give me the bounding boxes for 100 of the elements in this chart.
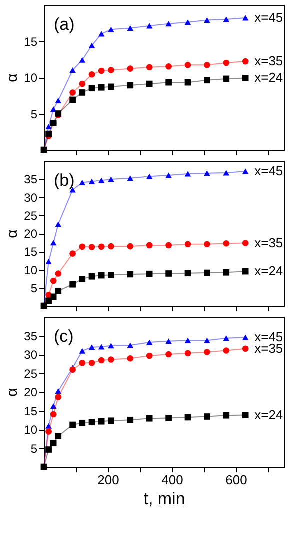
- point: [204, 338, 210, 344]
- point: [223, 60, 230, 66]
- x-axis-title: t, min: [144, 490, 186, 508]
- point: [108, 356, 114, 363]
- point: [184, 414, 192, 421]
- point: [242, 75, 249, 82]
- point: [242, 240, 249, 246]
- point: [223, 348, 230, 354]
- point: [46, 124, 52, 130]
- point: [166, 172, 172, 178]
- y-tick-label: 35: [24, 172, 38, 187]
- series-label: x=35: [254, 235, 284, 250]
- point: [166, 338, 172, 344]
- point: [127, 243, 134, 250]
- y-tick-label: 30: [24, 190, 38, 205]
- point: [79, 276, 86, 282]
- point: [204, 62, 210, 68]
- point: [98, 357, 105, 364]
- point: [88, 273, 96, 280]
- point: [55, 98, 62, 104]
- point: [166, 270, 172, 277]
- point: [98, 244, 105, 250]
- point: [98, 68, 105, 74]
- point: [88, 419, 96, 426]
- point: [79, 80, 86, 88]
- point: [204, 414, 210, 420]
- point: [108, 26, 114, 32]
- point: [166, 63, 172, 70]
- point: [88, 85, 96, 92]
- point: [184, 350, 192, 357]
- point: [50, 294, 57, 300]
- y-tick-label: 20: [24, 227, 38, 241]
- point: [70, 90, 76, 96]
- point: [55, 288, 62, 294]
- point: [46, 423, 52, 429]
- point: [88, 360, 96, 366]
- point: [204, 349, 210, 356]
- point: [127, 271, 134, 278]
- point: [127, 416, 134, 424]
- y-tick-label: 35: [24, 329, 38, 344]
- point: [184, 338, 192, 344]
- point: [46, 428, 52, 435]
- point: [79, 180, 86, 186]
- point: [127, 25, 134, 31]
- point: [223, 336, 230, 342]
- point: [55, 270, 62, 277]
- y-tick-label: 5: [30, 107, 38, 122]
- point: [242, 168, 249, 174]
- point: [223, 412, 230, 419]
- series-label: x=24: [254, 70, 284, 86]
- point: [166, 79, 172, 86]
- point: [146, 340, 153, 346]
- point: [242, 268, 249, 275]
- point: [70, 366, 76, 374]
- point: [98, 344, 105, 350]
- point: [70, 422, 76, 428]
- series-label: x=24: [254, 407, 284, 422]
- point: [146, 415, 153, 422]
- point: [108, 176, 114, 182]
- point: [146, 64, 153, 71]
- y-tick-label: 5: [30, 442, 38, 456]
- y-axis-title: α: [4, 73, 22, 82]
- point: [55, 222, 62, 228]
- point: [146, 242, 153, 249]
- point: [88, 178, 96, 184]
- point: [184, 241, 192, 248]
- point: [79, 360, 86, 366]
- point: [50, 240, 57, 246]
- point: [50, 278, 57, 284]
- point: [146, 23, 153, 29]
- point: [146, 174, 153, 180]
- x-tick-label: 600: [226, 472, 248, 488]
- point: [79, 244, 86, 250]
- point: [79, 57, 86, 63]
- x-tick-label: 200: [98, 472, 120, 488]
- point: [184, 79, 192, 86]
- point: [204, 77, 210, 84]
- y-tick-label: 15: [24, 245, 38, 260]
- point: [108, 84, 114, 90]
- point: [204, 270, 210, 276]
- point: [98, 272, 105, 279]
- point: [98, 31, 105, 37]
- point: [50, 440, 57, 447]
- point: [98, 178, 105, 184]
- point: [108, 67, 114, 74]
- annotation: (a): [54, 15, 75, 34]
- y-axis-title: α: [4, 388, 22, 397]
- annotation: (c): [54, 327, 74, 346]
- point: [108, 243, 114, 250]
- point: [223, 240, 230, 247]
- point: [127, 66, 134, 72]
- point: [146, 80, 153, 88]
- point: [127, 342, 134, 348]
- point: [70, 281, 76, 288]
- point: [108, 272, 114, 278]
- point: [223, 16, 230, 22]
- point: [184, 171, 192, 177]
- point: [50, 411, 57, 418]
- point: [184, 62, 192, 68]
- point: [88, 244, 96, 250]
